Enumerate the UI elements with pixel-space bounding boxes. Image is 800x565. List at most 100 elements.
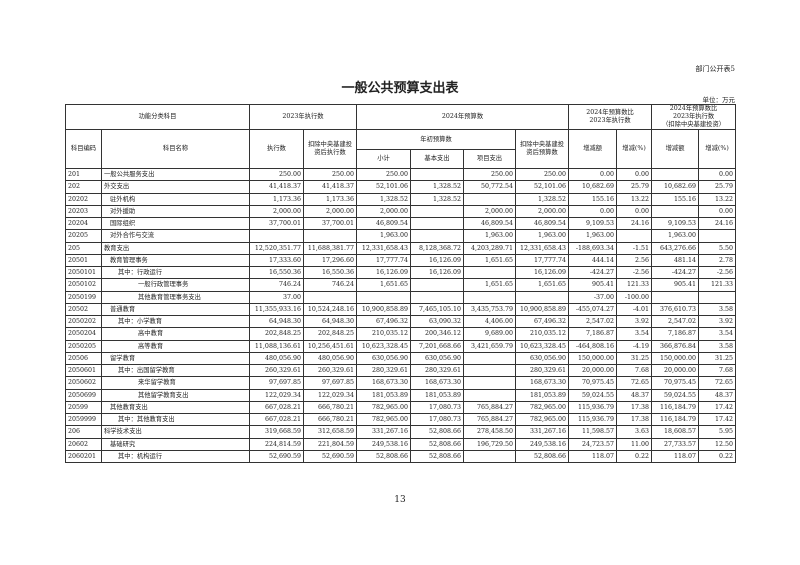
cell-change: -188,693.34 xyxy=(568,241,618,255)
cell-budget-adjusted: 17,777.74 xyxy=(514,253,570,268)
cell-budget-adjusted: 1,328.52 xyxy=(514,192,570,206)
cell-exec-adjusted: 746.24 xyxy=(303,278,357,292)
cell-project: 196,729.50 xyxy=(463,437,516,451)
cell-change-adjusted: 7,186.87 xyxy=(651,327,700,341)
cell-change: 118.07 xyxy=(568,449,618,464)
cell-change-adjusted-pct: 31.25 xyxy=(698,351,737,366)
cell-change-adjusted-pct: 0.00 xyxy=(698,204,737,219)
table-row: 2050699 其他留学教育支出 122,029.34 122,029.34 181,0… xyxy=(65,388,737,402)
header-change-adjusted-pct: 增减(%) xyxy=(698,129,737,169)
cell-project: 2,000.00 xyxy=(463,204,516,219)
table-row: 202 外交支出 41,418.37 41,418.37 52,101.06 1,328.… xyxy=(65,180,737,194)
cell-project: 1,651.65 xyxy=(463,278,516,292)
cell-exec: 12,520,351.77 xyxy=(249,241,304,255)
cell-change-adjusted-pct: 48.37 xyxy=(698,388,737,402)
cell-name: 高等教育 xyxy=(101,339,250,353)
cell-change-pct: -4.01 xyxy=(616,302,653,317)
cell-budget-adjusted: 10,623,328.45 xyxy=(514,339,570,353)
cell-exec: 52,690.59 xyxy=(249,449,304,464)
cell-change: 7,186.87 xyxy=(568,327,618,341)
cell-change-adjusted: 905.41 xyxy=(651,278,700,292)
cell-subtotal: 12,331,658.43 xyxy=(356,241,411,255)
cell-budget-adjusted: 52,808.66 xyxy=(514,449,570,464)
cell-code: 20602 xyxy=(65,437,102,451)
cell-code: 202 xyxy=(65,180,102,194)
cell-change-adjusted xyxy=(651,290,700,304)
cell-change: -424.27 xyxy=(568,265,618,280)
cell-name: 国际组织 xyxy=(101,216,250,231)
cell-basic: 200,346.12 xyxy=(410,327,464,341)
cell-exec-adjusted xyxy=(303,290,357,304)
cell-change: -455,074.27 xyxy=(568,302,618,317)
cell-budget-adjusted: 782,965.00 xyxy=(514,400,570,415)
table-row: 20506 留学教育 480,056.90 480,056.90 630,056.90 6… xyxy=(65,351,737,366)
cell-subtotal: 250.00 xyxy=(356,167,411,182)
cell-project xyxy=(463,290,516,304)
cell-code: 201 xyxy=(65,167,102,182)
cell-project: 250.00 xyxy=(463,167,516,182)
cell-budget-adjusted: 52,101.06 xyxy=(514,180,570,194)
cell-name: 其中：行政运行 xyxy=(101,265,250,280)
cell-code: 206 xyxy=(65,425,102,439)
cell-budget-adjusted: 67,496.32 xyxy=(514,314,570,329)
cell-project xyxy=(463,376,516,390)
cell-basic: 52,808.66 xyxy=(410,449,464,464)
page-title: 一般公共预算支出表 xyxy=(341,81,459,96)
cell-exec-adjusted: 10,256,451.61 xyxy=(303,339,357,353)
cell-basic: 630,056.90 xyxy=(410,351,464,366)
cell-subtotal: 1,651.65 xyxy=(356,278,411,292)
cell-name: 其中：其他教育支出 xyxy=(101,412,250,427)
cell-subtotal: 10,900,858.89 xyxy=(356,302,411,317)
cell-exec: 224,814.59 xyxy=(249,437,304,451)
cell-change-adjusted-pct: 13.22 xyxy=(698,192,737,206)
cell-change-adjusted: 366,876.84 xyxy=(651,339,700,353)
cell-change-pct: 2.56 xyxy=(616,253,653,268)
cell-budget-adjusted: 16,126.09 xyxy=(514,265,570,280)
cell-code: 2050204 xyxy=(65,327,102,341)
cell-name: 其他教育管理事务支出 xyxy=(101,290,250,304)
table-row: 20599 其他教育支出 667,028.21 666,780.21 782,965.0… xyxy=(65,400,737,415)
cell-change-adjusted: 481.14 xyxy=(651,253,700,268)
cell-change: 2,547.02 xyxy=(568,314,618,329)
cell-code: 2059999 xyxy=(65,412,102,427)
cell-change-adjusted-pct: 3.92 xyxy=(698,314,737,329)
cell-exec-adjusted: 10,524,248.16 xyxy=(303,302,357,317)
cell-project: 765,884.27 xyxy=(463,412,516,427)
cell-budget-adjusted: 46,809.54 xyxy=(514,216,570,231)
cell-change-pct: 31.25 xyxy=(616,351,653,366)
cell-exec: 202,848.25 xyxy=(249,327,304,341)
cell-change-adjusted: 59,024.55 xyxy=(651,388,700,402)
cell-exec: 16,550.36 xyxy=(249,265,304,280)
budget-expenditure-table: 功能分类科目 2023年执行数 2024年预算数 2024年预算数比 2023年… xyxy=(65,104,737,464)
table-row: 2050199 其他教育管理事务支出 37.00 -37.00 -100.00 xyxy=(65,290,737,304)
cell-change-adjusted: -424.27 xyxy=(651,265,700,280)
cell-basic xyxy=(410,229,464,243)
cell-change-pct: 25.79 xyxy=(616,180,653,194)
cell-change-adjusted-pct: -2.56 xyxy=(698,265,737,280)
cell-change-pct: 3.54 xyxy=(616,327,653,341)
cell-change: 10,682.69 xyxy=(568,180,618,194)
cell-subtotal: 10,623,328.45 xyxy=(356,339,411,353)
cell-code: 20506 xyxy=(65,351,102,366)
header-project: 项目支出 xyxy=(463,149,516,169)
cell-name: 科学技术支出 xyxy=(101,425,250,439)
cell-change: 9,109.53 xyxy=(568,216,618,231)
cell-change-adjusted-pct: 2.78 xyxy=(698,253,737,268)
cell-change-pct: 0.00 xyxy=(616,204,653,219)
header-subtotal: 小计 xyxy=(356,149,411,169)
header-compare: 2024年预算数比 2023年执行数 xyxy=(568,104,653,130)
header-name: 科目名称 xyxy=(101,129,250,169)
cell-change-adjusted-pct: 12.50 xyxy=(698,437,737,451)
cell-change: 115,936.79 xyxy=(568,400,618,415)
cell-name: 一般公共服务支出 xyxy=(101,167,250,182)
header-code: 科目编码 xyxy=(65,129,102,169)
cell-basic: 52,808.66 xyxy=(410,425,464,439)
cell-budget-adjusted: 331,267.16 xyxy=(514,425,570,439)
table-row: 2050102 一般行政管理事务 746.24 746.24 1,651.65 1,651… xyxy=(65,278,737,292)
cell-change-pct: 0.22 xyxy=(616,449,653,464)
cell-name: 高中教育 xyxy=(101,327,250,341)
cell-name: 一般行政管理事务 xyxy=(101,278,250,292)
cell-change: 24,723.57 xyxy=(568,437,618,451)
cell-change-adjusted-pct: 5.50 xyxy=(698,241,737,255)
cell-change-pct: 17.38 xyxy=(616,412,653,427)
